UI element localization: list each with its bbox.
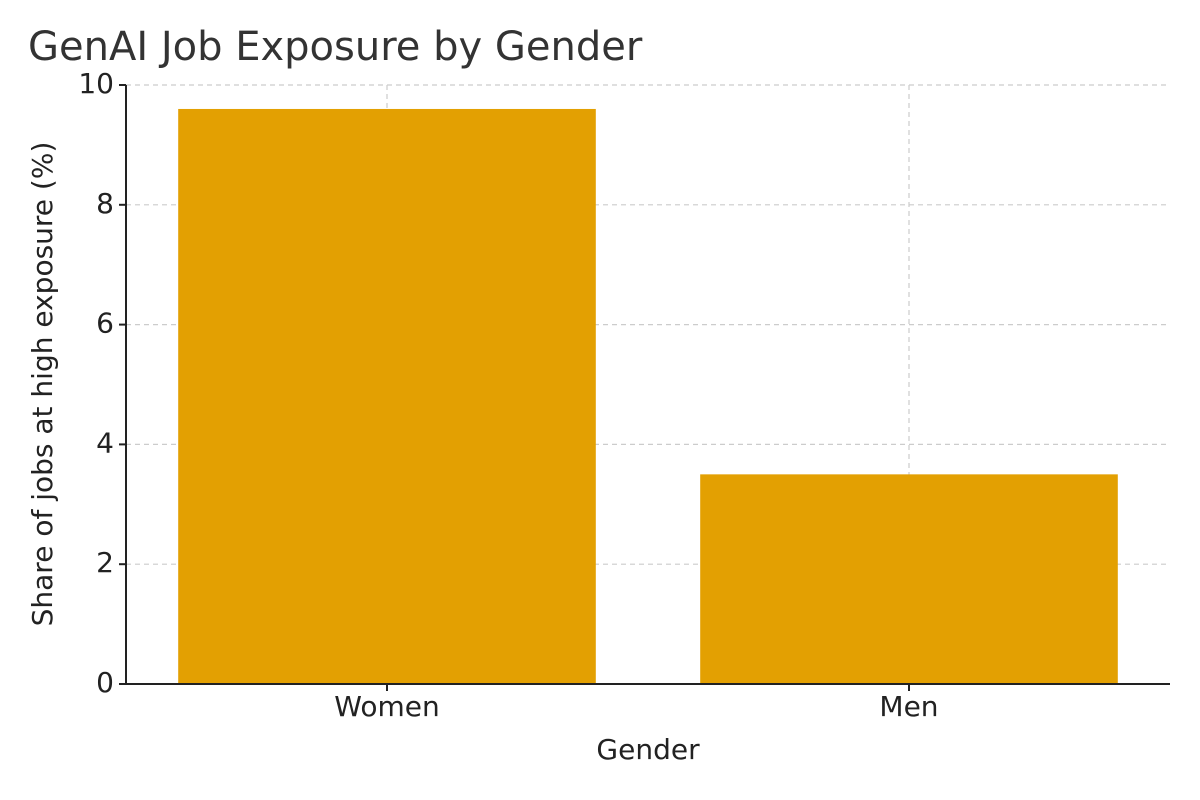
y-tick-label: 2 bbox=[96, 546, 114, 579]
y-tick-label: 4 bbox=[96, 426, 114, 459]
x-tick-label: Men bbox=[879, 690, 938, 723]
y-tick-label: 0 bbox=[96, 666, 114, 699]
y-tick-label: 10 bbox=[78, 67, 114, 100]
bar bbox=[700, 474, 1118, 684]
y-tick-label: 6 bbox=[96, 307, 114, 340]
chart-title: GenAI Job Exposure by Gender bbox=[28, 24, 643, 70]
y-axis-label: Share of jobs at high exposure (%) bbox=[26, 142, 59, 627]
y-tick-label: 8 bbox=[96, 187, 114, 220]
x-tick-label: Women bbox=[334, 690, 439, 723]
bar bbox=[178, 108, 596, 684]
x-axis-label: Gender bbox=[596, 733, 700, 766]
